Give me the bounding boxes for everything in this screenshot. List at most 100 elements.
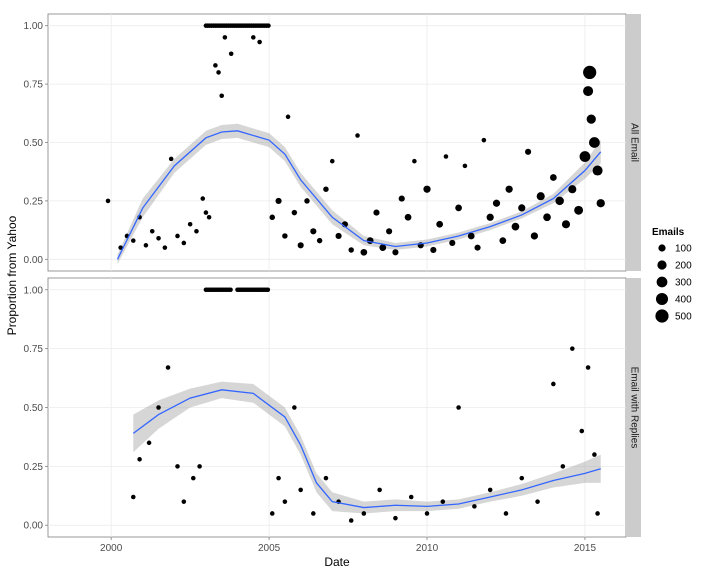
data-point bbox=[436, 220, 444, 228]
smooth-line bbox=[132, 389, 601, 509]
data-point bbox=[443, 154, 449, 159]
data-point bbox=[530, 232, 539, 240]
data-point bbox=[595, 511, 600, 516]
facet-strip-label: All Email bbox=[629, 123, 640, 162]
y-tick-label: 0.50 bbox=[24, 138, 44, 149]
facet-panels: 0.00 0.25 0.50 0.75 1.00 All Email 0.00 0.25 0.5… bbox=[24, 13, 641, 538]
legend-label: 100 bbox=[675, 244, 692, 255]
data-point bbox=[266, 23, 271, 28]
data-point bbox=[206, 214, 212, 220]
data-point bbox=[568, 185, 577, 194]
data-point bbox=[297, 242, 304, 249]
data-point bbox=[408, 494, 414, 500]
data-point bbox=[561, 220, 571, 229]
data-point bbox=[503, 511, 509, 516]
data-point bbox=[310, 228, 317, 235]
data-point bbox=[291, 209, 298, 216]
y-tick-label: 0.25 bbox=[24, 196, 44, 207]
data-point bbox=[228, 51, 234, 56]
data-point bbox=[105, 198, 111, 204]
data-point bbox=[596, 199, 605, 208]
data-point bbox=[316, 237, 323, 244]
data-point bbox=[585, 365, 591, 370]
data-point bbox=[492, 199, 501, 207]
data-point bbox=[589, 137, 600, 148]
data-point bbox=[392, 249, 399, 256]
data-point bbox=[329, 158, 335, 164]
data-point bbox=[592, 452, 597, 457]
data-point bbox=[257, 39, 262, 45]
data-point bbox=[165, 365, 171, 370]
data-point bbox=[505, 185, 513, 193]
x-tick-label: 2015 bbox=[574, 543, 597, 554]
data-point bbox=[276, 475, 281, 481]
data-point bbox=[228, 287, 233, 293]
data-point bbox=[175, 233, 180, 239]
x-axis: 2000 2005 2010 2015 bbox=[100, 537, 596, 554]
data-point bbox=[377, 487, 382, 493]
x-tick-label: 2005 bbox=[258, 543, 281, 554]
data-point bbox=[579, 428, 585, 434]
data-point bbox=[175, 464, 180, 469]
data-point bbox=[194, 229, 199, 234]
data-point bbox=[118, 245, 123, 250]
data-point bbox=[379, 244, 387, 251]
y-tick-label: 0.50 bbox=[24, 403, 44, 414]
data-point bbox=[474, 244, 481, 251]
facet-strip-label: Email with Replies bbox=[629, 367, 640, 449]
smooth-line bbox=[116, 130, 602, 260]
data-point bbox=[440, 499, 446, 504]
data-point bbox=[219, 93, 224, 99]
data-point bbox=[146, 440, 152, 446]
data-point bbox=[592, 165, 603, 176]
data-point bbox=[535, 499, 540, 504]
facet-panel: 0.00 0.25 0.50 0.75 1.00 All Email bbox=[24, 13, 641, 272]
data-point bbox=[373, 209, 380, 216]
legend-label: 500 bbox=[675, 312, 692, 323]
data-point bbox=[586, 114, 596, 124]
data-point bbox=[398, 195, 405, 202]
data-point bbox=[412, 158, 417, 164]
data-point bbox=[348, 247, 354, 253]
data-point bbox=[251, 35, 256, 40]
data-point bbox=[560, 464, 566, 469]
legend-key bbox=[655, 309, 669, 323]
data-point bbox=[430, 246, 437, 254]
y-tick-label: 0.75 bbox=[24, 344, 44, 355]
data-point bbox=[265, 287, 271, 293]
data-point bbox=[386, 228, 393, 235]
data-point bbox=[423, 185, 431, 193]
data-point bbox=[551, 381, 556, 387]
legend: Emails 100 200 300 400 500 bbox=[652, 227, 692, 323]
x-tick-label: 2000 bbox=[100, 543, 123, 554]
data-point bbox=[269, 511, 275, 516]
data-point bbox=[222, 35, 228, 40]
data-point bbox=[181, 240, 187, 246]
legend-title: Emails bbox=[652, 227, 685, 238]
legend-key bbox=[657, 260, 667, 270]
y-tick-label: 0.00 bbox=[24, 521, 44, 532]
legend-label: 400 bbox=[675, 295, 692, 306]
data-point bbox=[481, 137, 487, 143]
data-point bbox=[137, 457, 142, 462]
data-point bbox=[486, 213, 494, 221]
data-point bbox=[519, 475, 525, 481]
facet-strip bbox=[627, 278, 641, 537]
data-point bbox=[216, 70, 221, 75]
data-point bbox=[555, 196, 564, 206]
y-tick-label: 0.75 bbox=[24, 80, 44, 91]
y-tick-label: 1.00 bbox=[24, 21, 44, 32]
data-point bbox=[156, 236, 161, 241]
legend-key bbox=[655, 292, 669, 306]
data-point bbox=[536, 192, 545, 201]
data-point bbox=[181, 499, 187, 504]
data-point bbox=[197, 464, 202, 469]
y-tick-label: 0.25 bbox=[24, 462, 44, 473]
data-point bbox=[543, 213, 551, 222]
data-point bbox=[455, 204, 462, 212]
data-point bbox=[487, 487, 493, 493]
data-point bbox=[583, 86, 594, 97]
data-point bbox=[404, 213, 412, 221]
data-point bbox=[187, 221, 193, 227]
